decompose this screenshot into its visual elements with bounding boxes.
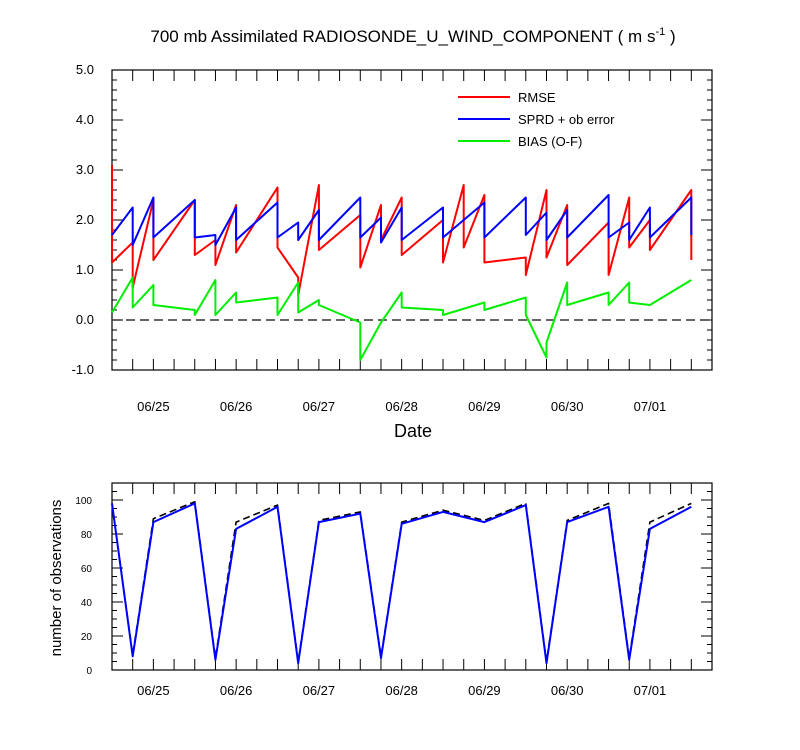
top-y-tick-label: 5.0	[76, 62, 94, 77]
bottom-plot-frame	[111, 482, 713, 671]
bottom-x-tick-label: 06/29	[468, 683, 501, 698]
chart-title-superscript: -1	[655, 26, 665, 38]
top-series-sprd-ob-error	[111, 194, 693, 246]
bottom-x-tick-label: 06/28	[385, 683, 418, 698]
top-x-tick-label: 06/25	[137, 399, 170, 414]
bottom-y-tick-label: 80	[81, 530, 93, 541]
top-series-group	[111, 165, 712, 361]
chart-title-main: 700 mb Assimilated RADIOSONDE_U_WIND_COM…	[150, 27, 655, 46]
top-series-bias-o-f	[111, 276, 692, 361]
bottom-x-tick-label: 07/01	[634, 683, 667, 698]
top-y-tick-label: -1.0	[72, 362, 94, 377]
top-x-tick-label: 06/26	[220, 399, 253, 414]
top-y-tick-label: 0.0	[76, 312, 94, 327]
top-y-tick-label: 4.0	[76, 112, 94, 127]
legend-label-0: RMSE	[518, 90, 556, 105]
top-y-tick-label: 2.0	[76, 212, 94, 227]
top-x-tick-label: 06/28	[385, 399, 418, 414]
bottom-x-tick-label: 06/25	[137, 683, 170, 698]
bottom-chart-panel: 0 20 40 60 80 100 06/25 06/26 06/27 06/28 06/29 06/…	[48, 482, 713, 698]
bottom-series-group	[111, 500, 692, 665]
bottom-series-assimilated-observations	[111, 502, 692, 665]
bottom-x-tick-label: 06/30	[551, 683, 584, 698]
x-axis-label: Date	[394, 421, 432, 441]
chart-title: 700 mb Assimilated RADIOSONDE_U_WIND_COM…	[150, 26, 675, 46]
bottom-y-axis-label: number of observations	[48, 500, 65, 657]
top-x-tick-label: 06/30	[551, 399, 584, 414]
top-plot-frame	[111, 69, 713, 371]
top-y-tick-label: 1.0	[76, 262, 94, 277]
top-chart-panel: 700 mb Assimilated RADIOSONDE_U_WIND_COM…	[72, 26, 713, 441]
top-x-tick-label: 07/01	[634, 399, 667, 414]
top-x-tick-label: 06/29	[468, 399, 501, 414]
bottom-y-tick-label: 40	[81, 598, 93, 609]
bottom-axes: 0 20 40 60 80 100 06/25 06/26 06/27 06/28 06/29 06/…	[75, 482, 713, 698]
top-x-tick-label: 06/27	[303, 399, 336, 414]
legend-label-1: SPRD + ob error	[518, 112, 615, 127]
bottom-y-tick-label: 0	[86, 666, 92, 677]
bottom-y-tick-label: 20	[81, 632, 93, 643]
bottom-x-tick-label: 06/27	[303, 683, 336, 698]
bottom-y-tick-label: 100	[75, 496, 92, 507]
top-y-tick-label: 3.0	[76, 162, 94, 177]
legend: RMSE SPRD + ob error BIAS (O-F)	[458, 90, 615, 149]
bottom-x-tick-label: 06/26	[220, 683, 253, 698]
legend-label-2: BIAS (O-F)	[518, 134, 582, 149]
top-series-rmse	[111, 165, 693, 296]
top-axes: -1.0 0.0 1.0 2.0 3.0 4.0 5.0 06/25 06/26 06/27 06/…	[72, 62, 713, 414]
bottom-y-tick-label: 60	[81, 564, 93, 575]
chart-title-suffix: )	[665, 27, 675, 46]
